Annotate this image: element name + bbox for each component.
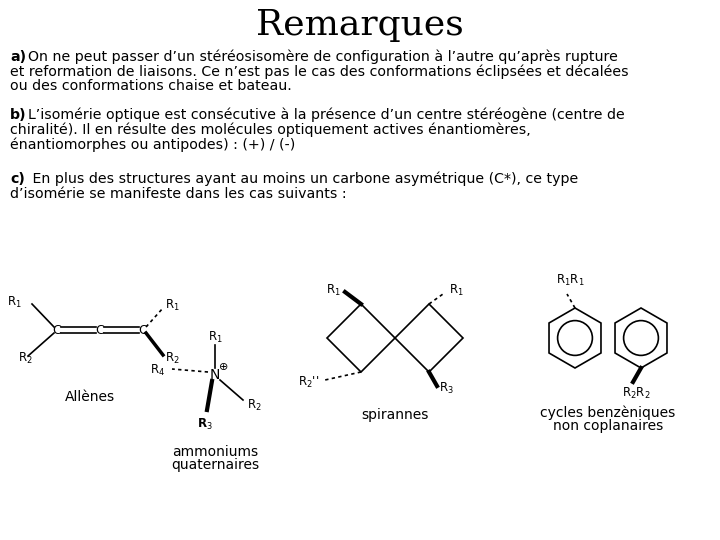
- Text: R$_1$: R$_1$: [165, 298, 180, 313]
- Text: R$_2$: R$_2$: [18, 350, 32, 366]
- Text: ou des conformations chaise et bateau.: ou des conformations chaise et bateau.: [10, 79, 292, 93]
- Text: spirannes: spirannes: [361, 408, 428, 422]
- Text: chiralité). Il en résulte des molécules optiquement actives énantiomères,: chiralité). Il en résulte des molécules …: [10, 123, 531, 137]
- Text: R$_4$: R$_4$: [150, 362, 165, 377]
- Text: R$_1$: R$_1$: [7, 294, 22, 309]
- Text: R$_3$: R$_3$: [197, 417, 213, 432]
- Text: c): c): [10, 172, 25, 186]
- Text: énantiomorphes ou antipodes) : (+) / (-): énantiomorphes ou antipodes) : (+) / (-): [10, 137, 295, 152]
- Text: C: C: [139, 323, 148, 336]
- Text: R$_2$: R$_2$: [247, 397, 262, 413]
- Text: cycles benzèniques: cycles benzèniques: [541, 406, 675, 421]
- Text: Remarques: Remarques: [256, 8, 464, 42]
- Text: R$_1$R$_1$: R$_1$R$_1$: [556, 273, 585, 288]
- Text: R$_1$: R$_1$: [326, 282, 341, 298]
- Text: non coplanaires: non coplanaires: [553, 419, 663, 433]
- Text: d’isomérie se manifeste dans les cas suivants :: d’isomérie se manifeste dans les cas sui…: [10, 186, 346, 200]
- Text: R$_2$: R$_2$: [165, 350, 180, 366]
- Text: L’isomérie optique est consécutive à la présence d’un centre stéréogène (centre : L’isomérie optique est consécutive à la …: [28, 108, 625, 123]
- Text: R$_1$: R$_1$: [207, 329, 222, 345]
- Text: R$_2$'': R$_2$'': [298, 374, 319, 389]
- Text: R$_3$: R$_3$: [439, 381, 454, 395]
- Text: a): a): [10, 50, 26, 64]
- Text: et reformation de liaisons. Ce n’est pas le cas des conformations éclipsées et d: et reformation de liaisons. Ce n’est pas…: [10, 64, 629, 79]
- Text: N: N: [210, 368, 220, 382]
- Text: ⊕: ⊕: [220, 362, 229, 372]
- Text: quaternaires: quaternaires: [171, 458, 259, 472]
- Text: C: C: [96, 323, 104, 336]
- Text: b): b): [10, 108, 27, 122]
- Text: C: C: [53, 323, 61, 336]
- Text: On ne peut passer d’un stéréosisomère de configuration à l’autre qu’après ruptur: On ne peut passer d’un stéréosisomère de…: [28, 50, 618, 64]
- Text: En plus des structures ayant au moins un carbone asymétrique (C*), ce type: En plus des structures ayant au moins un…: [28, 172, 578, 186]
- Text: R$_2$R$_2$: R$_2$R$_2$: [621, 386, 650, 401]
- Text: Allènes: Allènes: [65, 390, 115, 404]
- Text: R$_1$: R$_1$: [449, 282, 464, 298]
- Text: ammoniums: ammoniums: [172, 445, 258, 459]
